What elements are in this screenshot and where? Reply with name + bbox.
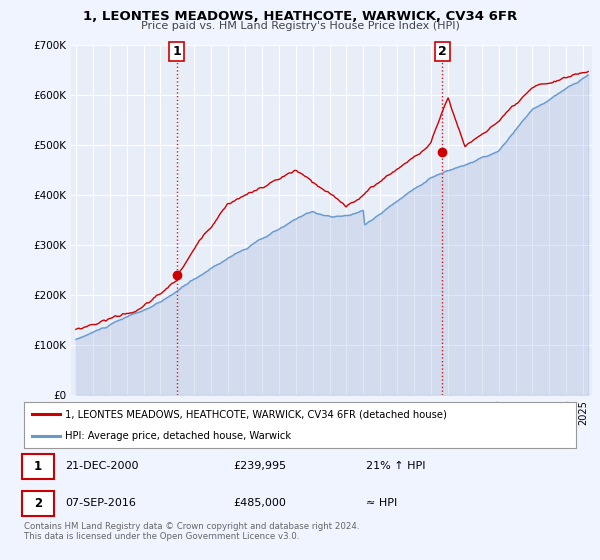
Text: 21% ↑ HPI: 21% ↑ HPI <box>366 461 426 472</box>
FancyBboxPatch shape <box>22 491 54 516</box>
Text: HPI: Average price, detached house, Warwick: HPI: Average price, detached house, Warw… <box>65 431 292 441</box>
Text: Contains HM Land Registry data © Crown copyright and database right 2024.
This d: Contains HM Land Registry data © Crown c… <box>24 522 359 542</box>
Text: 21-DEC-2000: 21-DEC-2000 <box>65 461 139 472</box>
Text: ≈ HPI: ≈ HPI <box>366 498 397 508</box>
Text: 07-SEP-2016: 07-SEP-2016 <box>65 498 136 508</box>
Text: 1: 1 <box>172 45 181 58</box>
Text: 1: 1 <box>34 460 42 473</box>
Text: 1, LEONTES MEADOWS, HEATHCOTE, WARWICK, CV34 6FR: 1, LEONTES MEADOWS, HEATHCOTE, WARWICK, … <box>83 10 517 22</box>
Text: 1, LEONTES MEADOWS, HEATHCOTE, WARWICK, CV34 6FR (detached house): 1, LEONTES MEADOWS, HEATHCOTE, WARWICK, … <box>65 409 447 419</box>
Text: Price paid vs. HM Land Registry's House Price Index (HPI): Price paid vs. HM Land Registry's House … <box>140 21 460 31</box>
Text: 2: 2 <box>34 497 42 510</box>
Text: £485,000: £485,000 <box>234 498 287 508</box>
FancyBboxPatch shape <box>22 454 54 479</box>
Text: 2: 2 <box>438 45 447 58</box>
Text: £239,995: £239,995 <box>234 461 287 472</box>
